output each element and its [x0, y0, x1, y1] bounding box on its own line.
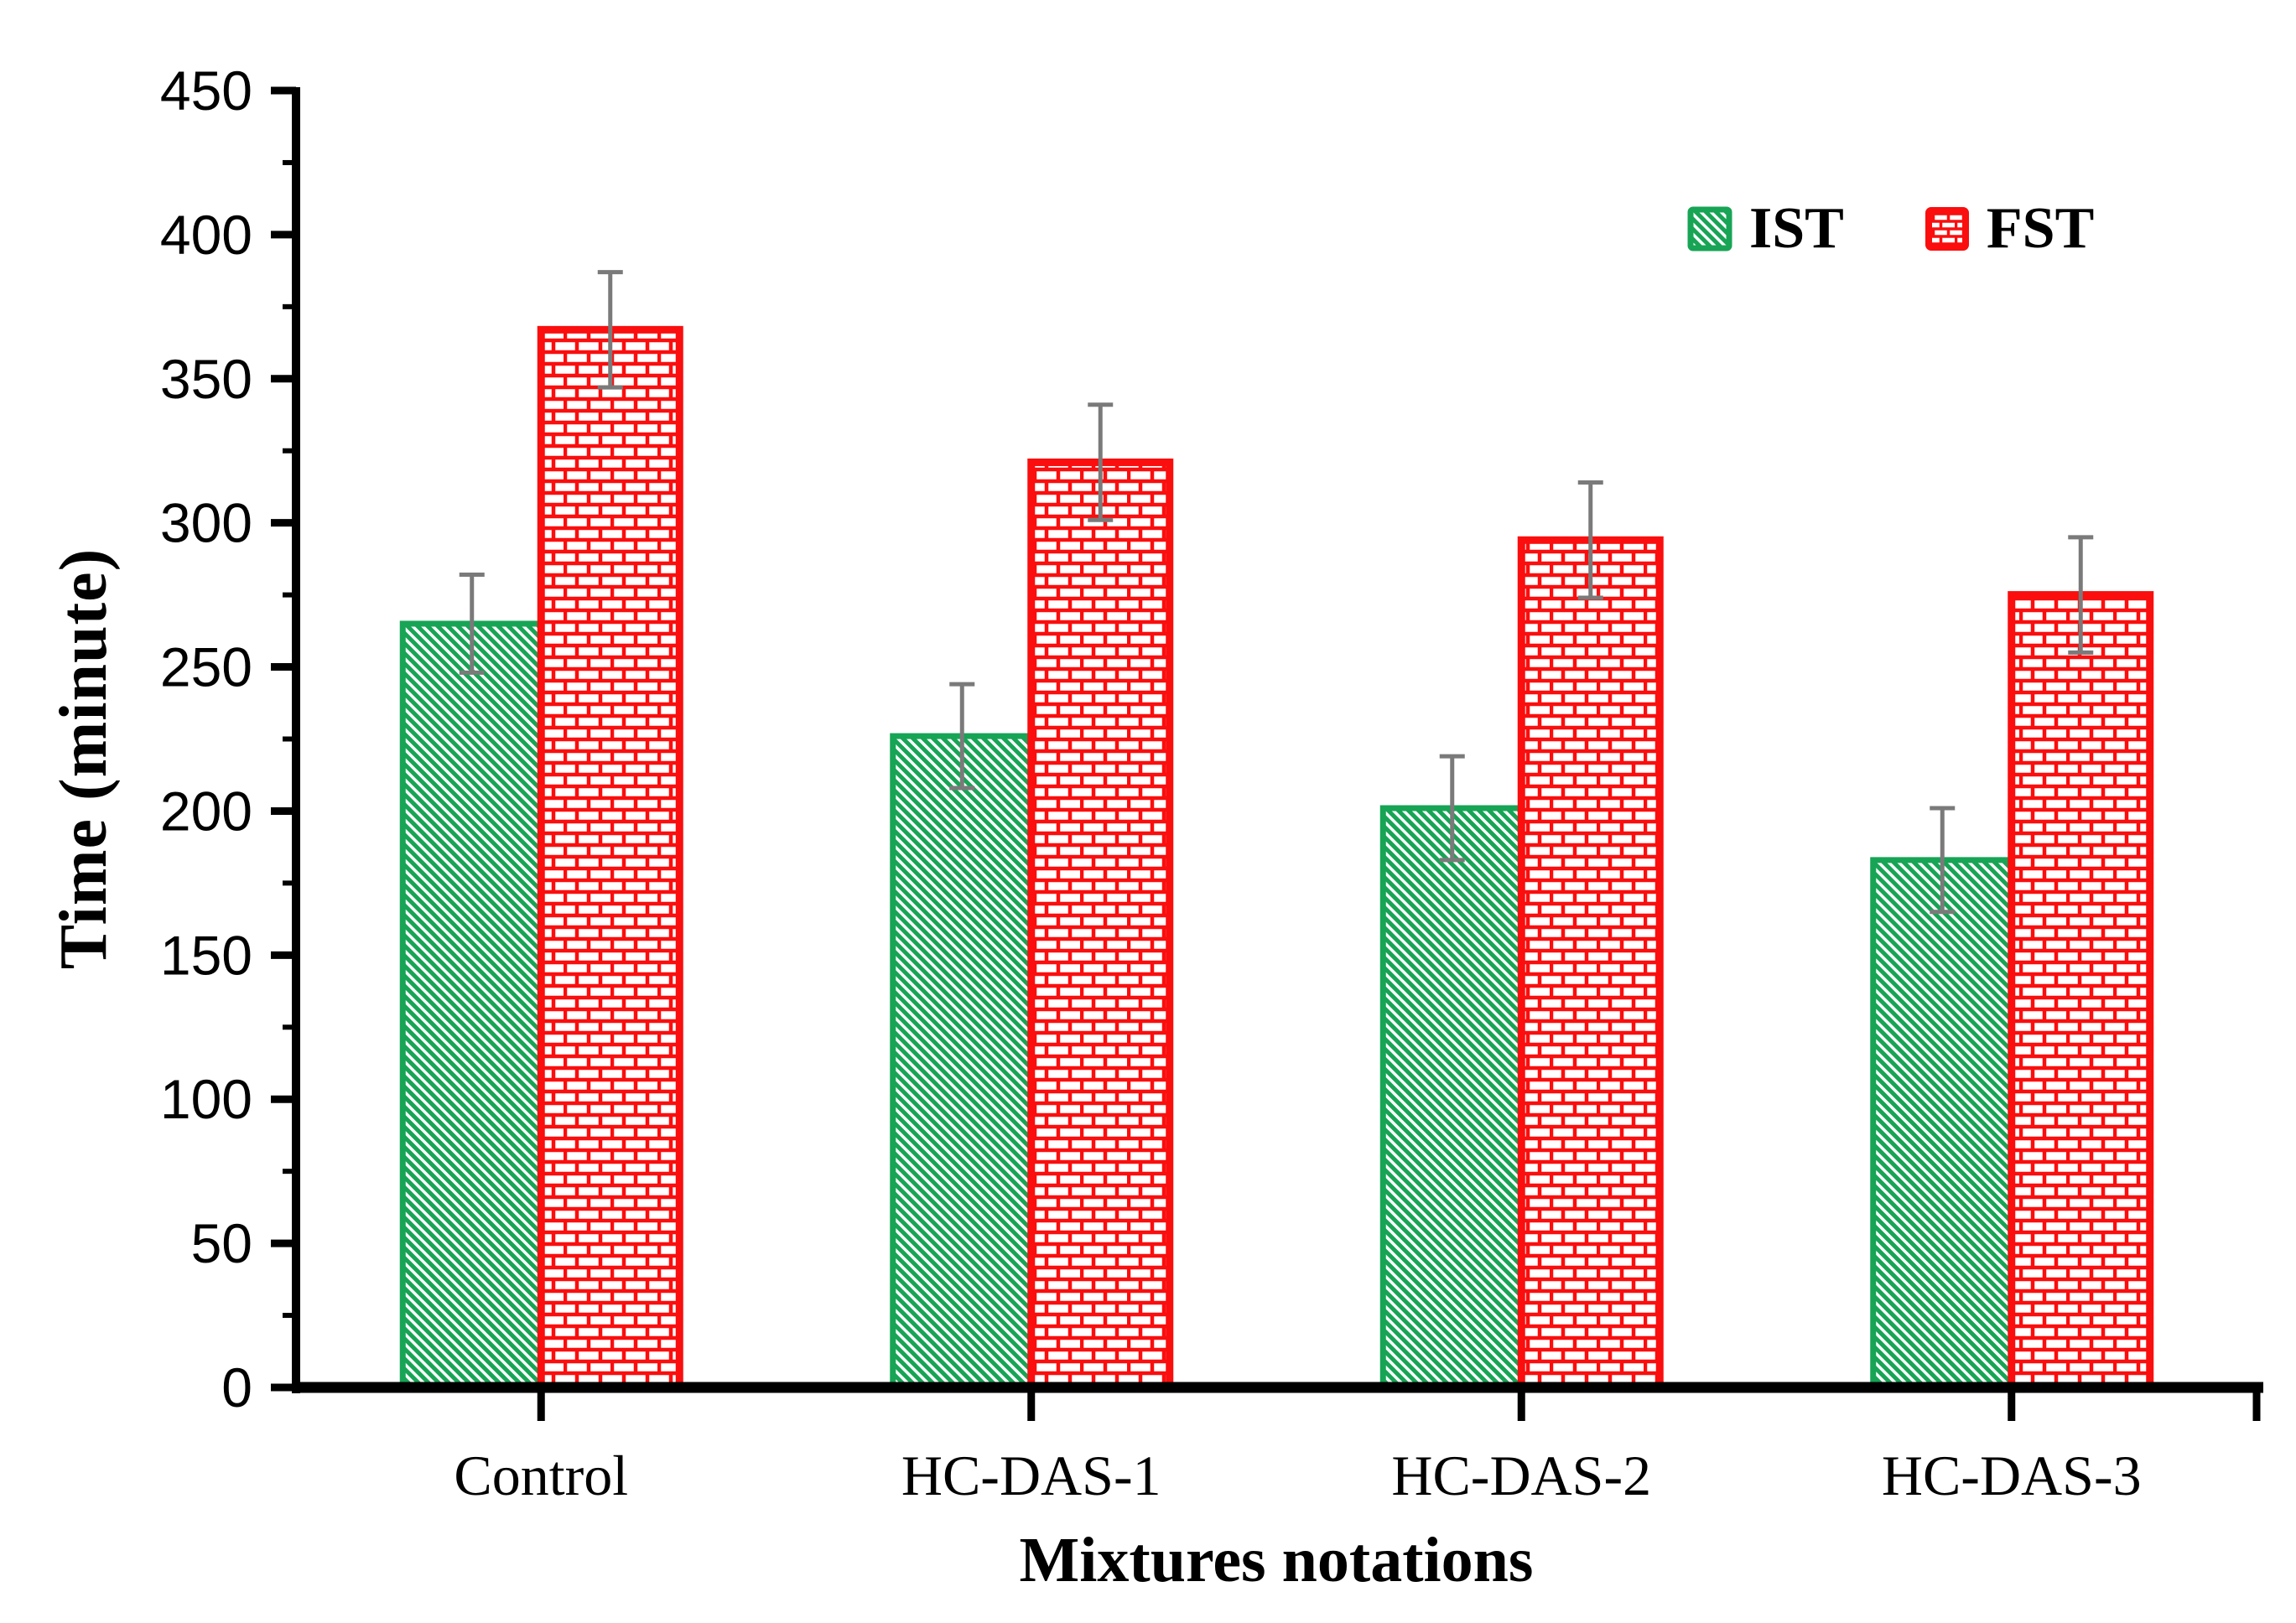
- y-tick-label-350: 350: [160, 348, 252, 410]
- y-tick-label-450: 450: [160, 60, 252, 122]
- x-tick-label-control: Control: [454, 1444, 628, 1507]
- bar-ist-hc-das-1: [890, 733, 1035, 1391]
- x-axis-title: Mixtures notations: [1019, 1525, 1534, 1595]
- y-tick-label-200: 200: [160, 780, 252, 842]
- y-tick-label-0: 0: [221, 1356, 252, 1418]
- bar-fst-hc-das-2: [1517, 536, 1664, 1392]
- y-tick-label-300: 300: [160, 492, 252, 554]
- bar-fst-hc-das-1: [1027, 458, 1174, 1392]
- y-tick-label-250: 250: [160, 636, 252, 698]
- legend-item-fst: FST: [1925, 200, 2094, 258]
- x-tick-label-hc-das-3: HC-DAS-3: [1882, 1444, 2142, 1507]
- bar-fst-hc-das-3: [2008, 591, 2154, 1392]
- legend-swatch-ist-icon: [1687, 206, 1732, 251]
- bar-ist-hc-das-3: [1870, 857, 2015, 1391]
- legend: IST FST: [1687, 200, 2094, 258]
- y-tick-label-150: 150: [160, 924, 252, 986]
- legend-label-ist: IST: [1749, 196, 1844, 261]
- y-tick-label-400: 400: [160, 204, 252, 266]
- x-tick-label-hc-das-2: HC-DAS-2: [1391, 1444, 1651, 1507]
- bar-ist-hc-das-2: [1379, 805, 1525, 1391]
- y-tick-label-100: 100: [160, 1068, 252, 1130]
- bar-ist-control: [399, 620, 544, 1391]
- y-tick-label-50: 50: [191, 1212, 252, 1274]
- bar-fst-control: [537, 325, 683, 1392]
- legend-item-ist: IST: [1687, 200, 1844, 258]
- x-tick-label-hc-das-1: HC-DAS-1: [901, 1444, 1161, 1507]
- legend-swatch-fst-icon: [1925, 207, 1969, 251]
- legend-label-fst: FST: [1986, 196, 2095, 261]
- y-axis-title: Time (minute): [47, 547, 121, 970]
